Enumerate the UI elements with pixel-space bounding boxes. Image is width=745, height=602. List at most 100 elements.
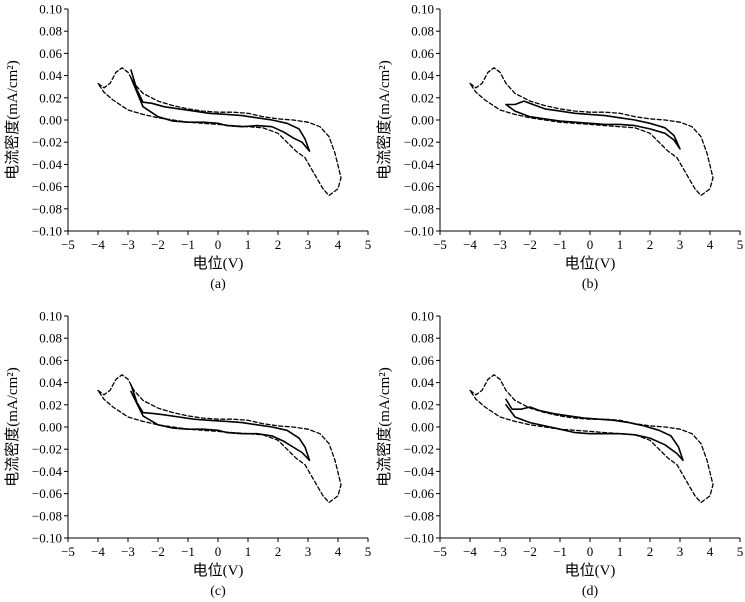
dashed-series-curve	[469, 374, 714, 504]
x-tick-label: −1	[181, 237, 195, 252]
x-tick-label: 4	[707, 544, 714, 559]
x-tick-label: 1	[245, 237, 252, 252]
x-tick-label: −2	[523, 544, 537, 559]
x-tick-label: 0	[587, 237, 594, 252]
x-tick-label: 1	[617, 237, 624, 252]
y-tick-label: −0.02	[32, 442, 62, 457]
x-tick-label: 2	[647, 544, 654, 559]
y-tick-label: 0.00	[411, 113, 434, 128]
y-tick-label: −0.10	[32, 224, 62, 239]
x-tick-label: −4	[463, 237, 477, 252]
y-tick-label: 0.10	[39, 309, 62, 324]
x-tick-label: −3	[121, 237, 135, 252]
x-tick-label: 2	[275, 237, 282, 252]
y-tick-label: −0.08	[404, 201, 434, 216]
y-tick-label: 0.02	[411, 397, 434, 412]
y-axis-title: 电流密度(mA/cm²)	[376, 60, 393, 179]
y-tick-label: −0.02	[404, 442, 434, 457]
x-tick-label: −3	[493, 544, 507, 559]
y-tick-label: −0.10	[404, 531, 434, 546]
x-tick-label: 3	[305, 237, 312, 252]
y-tick-label: 0.08	[39, 24, 62, 39]
x-tick-label: −5	[61, 237, 75, 252]
x-tick-label: −1	[553, 544, 567, 559]
x-tick-label: 1	[617, 544, 624, 559]
y-tick-label: −0.02	[32, 135, 62, 150]
y-tick-label: 0.06	[39, 353, 62, 368]
x-tick-label: 0	[215, 237, 222, 252]
x-tick-label: 1	[245, 544, 252, 559]
x-tick-label: 3	[677, 237, 684, 252]
y-tick-label: 0.04	[411, 375, 434, 390]
solid-series-curve	[130, 69, 311, 152]
solid-series-curve	[505, 100, 681, 150]
panel-label: (b)	[582, 277, 599, 292]
panel-label: (c)	[210, 584, 226, 599]
x-tick-label: −5	[433, 237, 447, 252]
solid-series-curve	[505, 398, 684, 462]
x-tick-label: 0	[215, 544, 222, 559]
y-tick-label: −0.04	[32, 464, 63, 479]
x-axis-title: 电位(V)	[193, 562, 244, 579]
x-tick-label: −4	[91, 544, 105, 559]
y-tick-label: 0.10	[411, 2, 434, 17]
x-tick-label: 3	[677, 544, 684, 559]
dashed-series-curve	[97, 67, 342, 197]
x-tick-label: −4	[91, 237, 105, 252]
y-tick-label: −0.06	[32, 179, 63, 194]
dashed-series-curve	[469, 67, 714, 197]
y-tick-label: 0.00	[39, 420, 62, 435]
y-tick-label: −0.04	[32, 157, 63, 172]
x-tick-label: −1	[181, 544, 195, 559]
x-tick-label: −5	[61, 544, 75, 559]
panel-label: (a)	[210, 277, 226, 292]
y-tick-label: 0.04	[39, 375, 62, 390]
x-tick-label: 5	[365, 544, 372, 559]
x-tick-label: −2	[151, 237, 165, 252]
panel-label: (d)	[582, 584, 599, 599]
dashed-series-curve	[97, 374, 342, 504]
y-tick-label: 0.10	[411, 309, 434, 324]
x-tick-label: 2	[275, 544, 282, 559]
x-axis-title: 电位(V)	[565, 562, 616, 579]
y-tick-label: 0.06	[411, 46, 434, 61]
x-axis-title: 电位(V)	[193, 255, 244, 272]
y-tick-label: −0.02	[404, 135, 434, 150]
y-tick-label: −0.10	[32, 531, 62, 546]
chart-panel-a: −5 −4 −3 −2 −1 0 1 2 3 4 5 −0.10 −0.08 −0.06 −0.04 −0.0…	[4, 2, 371, 293]
y-tick-label: −0.04	[404, 464, 435, 479]
y-tick-label: −0.10	[404, 224, 434, 239]
x-tick-label: −4	[463, 544, 477, 559]
chart-panel-d: −5 −4 −3 −2 −1 0 1 2 3 4 5 −0.10 −0.08 −0.06 −0.04 −0.0…	[376, 309, 743, 600]
x-tick-label: 0	[587, 544, 594, 559]
x-tick-label: −1	[553, 237, 567, 252]
chart-panel-b: −5 −4 −3 −2 −1 0 1 2 3 4 5 −0.10 −0.08 −0.06 −0.04 −0.0…	[376, 2, 743, 293]
y-tick-label: −0.06	[404, 486, 435, 501]
y-tick-label: −0.08	[404, 508, 434, 523]
y-tick-label: 0.02	[411, 90, 434, 105]
y-tick-label: 0.04	[411, 68, 434, 83]
y-tick-label: −0.06	[404, 179, 435, 194]
x-tick-label: 5	[365, 237, 372, 252]
x-tick-label: 4	[335, 544, 342, 559]
y-tick-label: 0.08	[39, 331, 62, 346]
x-tick-label: 5	[737, 237, 744, 252]
y-tick-label: 0.02	[39, 397, 62, 412]
y-tick-label: −0.06	[32, 486, 63, 501]
y-tick-label: 0.02	[39, 90, 62, 105]
y-axis-title: 电流密度(mA/cm²)	[4, 60, 21, 179]
x-tick-label: −3	[493, 237, 507, 252]
y-tick-label: 0.00	[39, 113, 62, 128]
x-tick-label: −2	[151, 544, 165, 559]
y-tick-label: 0.10	[39, 2, 62, 17]
y-axis-title: 电流密度(mA/cm²)	[4, 367, 21, 486]
y-tick-label: 0.06	[39, 46, 62, 61]
y-tick-label: 0.06	[411, 353, 434, 368]
y-axis-title: 电流密度(mA/cm²)	[376, 367, 393, 486]
x-tick-label: 3	[305, 544, 312, 559]
y-tick-label: 0.00	[411, 420, 434, 435]
x-tick-label: −2	[523, 237, 537, 252]
x-tick-label: −5	[433, 544, 447, 559]
y-tick-label: 0.08	[411, 331, 434, 346]
